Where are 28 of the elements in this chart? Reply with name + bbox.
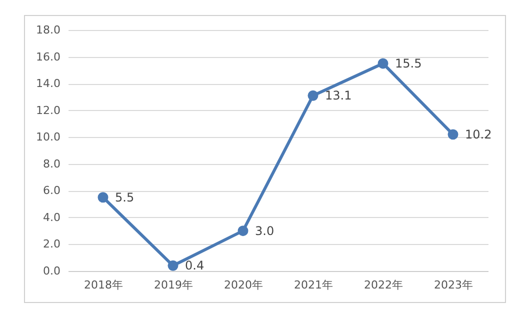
data-label: 10.2 bbox=[465, 127, 492, 142]
data-label: 0.4 bbox=[185, 258, 204, 273]
y-tick-label: 2.0 bbox=[43, 238, 60, 251]
point bbox=[238, 226, 248, 236]
point bbox=[308, 90, 318, 101]
x-tick-label: 2021年 bbox=[294, 278, 333, 292]
point bbox=[378, 58, 388, 69]
data-label: 5.5 bbox=[115, 190, 134, 204]
y-tick-label: 4.0 bbox=[43, 210, 60, 224]
x-tick-label: 2019年 bbox=[154, 278, 193, 292]
point bbox=[448, 129, 458, 140]
point bbox=[98, 192, 108, 203]
x-tick-label: 2018年 bbox=[84, 278, 123, 292]
y-tick-label: 0.0 bbox=[43, 264, 60, 278]
x-tick-label: 2020年 bbox=[224, 278, 263, 292]
y-tick-label: 12.0 bbox=[36, 104, 60, 117]
x-tick-label: 2022年 bbox=[364, 278, 403, 292]
data-label: 15.5 bbox=[395, 56, 422, 70]
y-tick-label: 16.0 bbox=[36, 50, 60, 64]
data-label: 3.0 bbox=[255, 224, 274, 238]
y-tick-label: 10.0 bbox=[36, 130, 60, 144]
y-tick-label: 8.0 bbox=[43, 157, 60, 170]
y-tick-label: 6.0 bbox=[43, 184, 60, 198]
data-label: 13.1 bbox=[325, 88, 352, 103]
point bbox=[168, 260, 178, 271]
y-tick-label: 18.0 bbox=[36, 24, 60, 36]
y-tick-label: 14.0 bbox=[36, 77, 60, 90]
x-tick-label: 2023年 bbox=[434, 278, 473, 292]
